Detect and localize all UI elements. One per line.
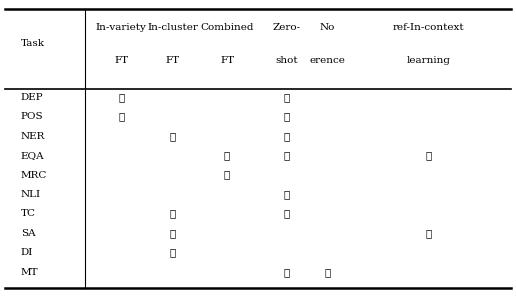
Text: EQA: EQA [21, 151, 44, 160]
Text: ✓: ✓ [224, 151, 230, 160]
Text: DEP: DEP [21, 93, 43, 102]
Text: ✓: ✓ [283, 190, 289, 199]
Text: ✓: ✓ [170, 132, 176, 141]
Text: Combined: Combined [200, 22, 254, 32]
Text: SA: SA [21, 229, 35, 238]
Text: FT: FT [166, 56, 180, 64]
Text: MT: MT [21, 268, 38, 277]
Text: Task: Task [21, 39, 45, 48]
Text: NER: NER [21, 132, 45, 141]
Text: learning: learning [406, 56, 450, 64]
Text: ✓: ✓ [425, 229, 431, 238]
Text: ✓: ✓ [118, 93, 124, 102]
Text: TC: TC [21, 209, 36, 218]
Text: ref-In-context: ref-In-context [393, 22, 464, 32]
Text: ✓: ✓ [283, 209, 289, 218]
Text: ✓: ✓ [170, 248, 176, 257]
Text: erence: erence [310, 56, 346, 64]
Text: MRC: MRC [21, 171, 47, 180]
Text: In-cluster: In-cluster [148, 22, 198, 32]
Text: ✓: ✓ [170, 209, 176, 218]
Text: FT: FT [114, 56, 128, 64]
Text: ✓: ✓ [425, 151, 431, 160]
Text: ✓: ✓ [283, 151, 289, 160]
Text: Zero-: Zero- [272, 22, 300, 32]
Text: ✓: ✓ [224, 171, 230, 180]
Text: ✓: ✓ [283, 268, 289, 277]
Text: POS: POS [21, 112, 43, 121]
Text: ✓: ✓ [283, 93, 289, 102]
Text: FT: FT [220, 56, 234, 64]
Text: In-variety: In-variety [96, 22, 147, 32]
Text: ✓: ✓ [118, 112, 124, 121]
Text: NLI: NLI [21, 190, 41, 199]
Text: ✓: ✓ [325, 268, 331, 277]
Text: DI: DI [21, 248, 33, 257]
Text: ✓: ✓ [283, 112, 289, 121]
Text: ✓: ✓ [170, 229, 176, 238]
Text: ✓: ✓ [283, 132, 289, 141]
Text: No: No [320, 22, 335, 32]
Text: shot: shot [275, 56, 298, 64]
